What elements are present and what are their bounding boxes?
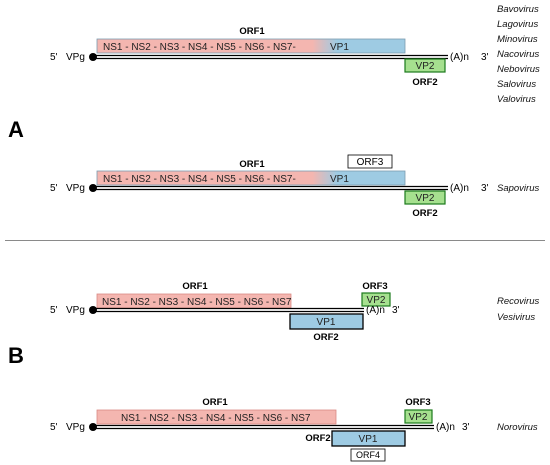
polya-label: (A)n <box>450 52 469 63</box>
orf1-polyprotein-box <box>96 38 406 54</box>
orf1-polyprotein-box <box>96 409 337 425</box>
vp2-label: VP2 <box>409 412 428 423</box>
orf3-label: ORF3 <box>405 397 430 408</box>
vp2-box <box>404 58 446 73</box>
vpg-dot <box>89 184 97 192</box>
five-prime-label: 5' <box>50 183 58 194</box>
genus-label: Minovirus <box>497 34 538 45</box>
vp2-label: VP2 <box>367 295 386 306</box>
orf2-label: ORF2 <box>412 77 437 88</box>
polya-label: (A)n <box>366 305 385 316</box>
genome-row-2: ORF1 ORF3 NS1 - NS2 - NS3 - NS4 - NS5 - … <box>50 154 539 219</box>
orf2-label: ORF2 <box>313 332 338 343</box>
vpg-label: VPg <box>66 305 85 316</box>
genera-list: Bavovirus Lagovirus Minovirus Nacovirus … <box>497 4 540 105</box>
vp2-box <box>361 292 391 307</box>
vp2-box <box>404 409 433 424</box>
genus-label: Bavovirus <box>497 4 539 15</box>
vp1-label: VP1 <box>359 434 378 445</box>
orf4-box <box>350 448 386 462</box>
three-prime-label: 3' <box>392 305 400 316</box>
panel-label-b: B <box>8 343 24 368</box>
genus-label: Nebovirus <box>497 64 540 75</box>
vpg-label: VPg <box>66 183 85 194</box>
vp1-label: VP1 <box>330 174 349 185</box>
vp2-label: VP2 <box>416 193 435 204</box>
vpg-label: VPg <box>66 52 85 63</box>
genus-label: Norovirus <box>497 422 538 433</box>
polya-label: (A)n <box>436 422 455 433</box>
orf3-label: ORF3 <box>357 157 384 168</box>
orf1-label: ORF1 <box>202 397 228 408</box>
orf1-label: ORF1 <box>239 26 265 37</box>
orf2-label: ORF2 <box>412 208 437 219</box>
genome-row-4: ORF1 NS1 - NS2 - NS3 - NS4 - NS5 - NS6 -… <box>50 397 538 462</box>
ns-proteins-label: NS1 - NS2 - NS3 - NS4 - NS5 - NS6 - NS7- <box>103 174 296 185</box>
ns-proteins-label: NS1 - NS2 - NS3 - NS4 - NS5 - NS6 - NS7- <box>103 42 296 53</box>
genus-label: Vesivirus <box>497 312 535 323</box>
orf1-label: ORF1 <box>239 159 265 170</box>
orf3-box <box>347 154 393 169</box>
genome-row-1: ORF1 NS1 - NS2 - NS3 - NS4 - NS5 - NS6 -… <box>50 4 540 105</box>
vp1-label: VP1 <box>330 42 349 53</box>
vp1-box <box>289 313 364 330</box>
genus-label: Salovirus <box>497 79 536 90</box>
genome-row-3: ORF1 NS1 - NS2 - NS3 - NS4 - NS5 - NS6 -… <box>50 281 539 343</box>
vp2-label: VP2 <box>416 61 435 72</box>
three-prime-label: 3' <box>481 52 489 63</box>
polya-label: (A)n <box>450 183 469 194</box>
orf3-label: ORF3 <box>362 281 387 292</box>
orf1-label: ORF1 <box>182 281 208 292</box>
genus-label: Sapovirus <box>497 183 539 194</box>
genus-label: Valovirus <box>497 94 536 105</box>
vpg-dot <box>89 306 97 314</box>
three-prime-label: 3' <box>462 422 470 433</box>
vp1-box <box>331 430 406 447</box>
panel-label-a: A <box>8 117 24 142</box>
ns-proteins-label: NS1 - NS2 - NS3 - NS4 - NS5 - NS6 - NS7 <box>102 297 292 308</box>
five-prime-label: 5' <box>50 52 58 63</box>
vpg-dot <box>89 423 97 431</box>
five-prime-label: 5' <box>50 305 58 316</box>
orf2-label: ORF2 <box>305 433 330 444</box>
ns-proteins-label: NS1 - NS2 - NS3 - NS4 - NS5 - NS6 - NS7 <box>121 413 311 424</box>
vpg-label: VPg <box>66 422 85 433</box>
orf4-label: ORF4 <box>356 450 380 460</box>
vpg-dot <box>89 53 97 61</box>
three-prime-label: 3' <box>481 183 489 194</box>
vp2-box <box>404 190 446 205</box>
genus-label: Lagovirus <box>497 19 538 30</box>
genus-label: Recovirus <box>497 296 539 307</box>
five-prime-label: 5' <box>50 422 58 433</box>
genus-label: Nacovirus <box>497 49 539 60</box>
orf1-polyprotein-box <box>96 170 406 186</box>
vp1-label: VP1 <box>317 317 336 328</box>
